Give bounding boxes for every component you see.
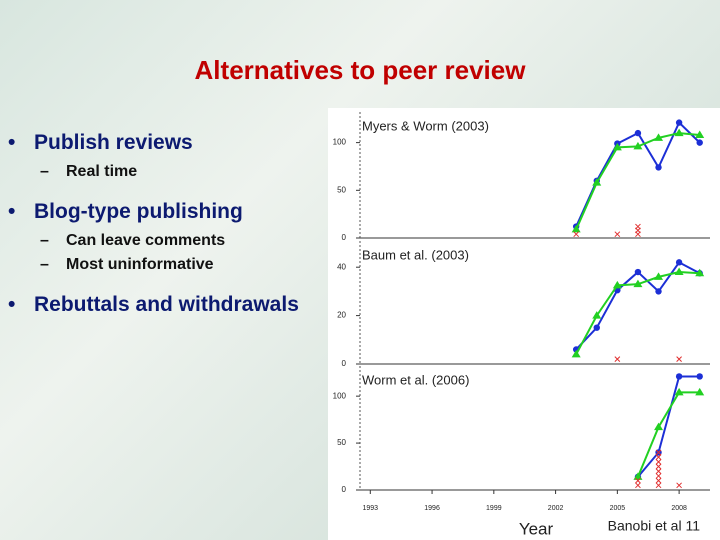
point [573,231,580,238]
point [655,463,662,470]
point [655,288,662,295]
y-tick-label: 0 [342,359,347,368]
y-tick-label: 0 [342,233,347,242]
point [655,477,662,484]
point [612,280,622,289]
y-tick-label: 100 [333,138,347,147]
point [633,279,643,288]
sub-bullet: Real time [40,163,318,181]
point [634,129,642,137]
point [655,449,662,456]
bullet: Blog-type publishing [8,199,318,224]
point [655,458,662,465]
x-tick-label: 2002 [548,505,564,512]
x-tick-label: 1999 [486,505,502,512]
bullet: Publish reviews [8,130,318,155]
x-axis-label: Year [519,519,554,538]
point [635,482,641,489]
sub-bullet: Most uninformative [40,256,318,274]
point [655,482,662,489]
point [655,473,662,479]
point [695,130,705,138]
point [654,133,664,141]
x-tick-label: 1996 [424,505,440,512]
y-tick-label: 50 [337,185,346,194]
point [614,231,621,238]
point [655,468,662,475]
point [674,387,684,396]
point [675,373,683,380]
point [592,311,602,319]
panel-title: Baum et al. (2003) [362,247,469,262]
x-tick-label: 2005 [610,505,626,512]
point [676,482,682,489]
series-line [637,375,700,478]
point [654,422,664,431]
point [654,272,664,280]
point [655,164,662,171]
point [612,142,622,151]
y-tick-label: 0 [342,485,347,494]
y-tick-label: 40 [337,262,346,271]
point [675,119,683,126]
point [633,141,643,150]
y-tick-label: 50 [337,438,346,447]
point [593,324,600,331]
point [695,268,705,277]
point [571,349,581,358]
point [571,224,581,233]
point [635,223,641,230]
panel-title: Myers & Worm (2003) [362,118,489,133]
point [675,259,683,266]
series-line [637,391,700,478]
bullet-list: Publish reviews Real time Blog-type publis… [8,130,318,325]
y-tick-label: 20 [337,311,346,320]
x-tick-label: 1993 [363,505,379,512]
point [674,128,684,137]
point [635,477,641,484]
point [634,268,642,276]
point [676,356,682,363]
point [614,356,621,363]
sub-bullet: Can leave comments [40,232,318,250]
credit: Banobi et al 11 [608,518,701,534]
panel-title: Worm et al. (2006) [362,372,469,387]
point [674,267,684,276]
chart-background [328,108,720,540]
point [655,454,662,461]
slide-title: Alternatives to peer review [194,55,526,85]
point [696,373,703,380]
bullet: Rebuttals and withdrawals [8,292,318,317]
x-tick-label: 2008 [671,505,687,512]
y-tick-label: 100 [333,391,347,400]
point [592,178,602,186]
point [695,387,705,396]
point [696,139,703,146]
